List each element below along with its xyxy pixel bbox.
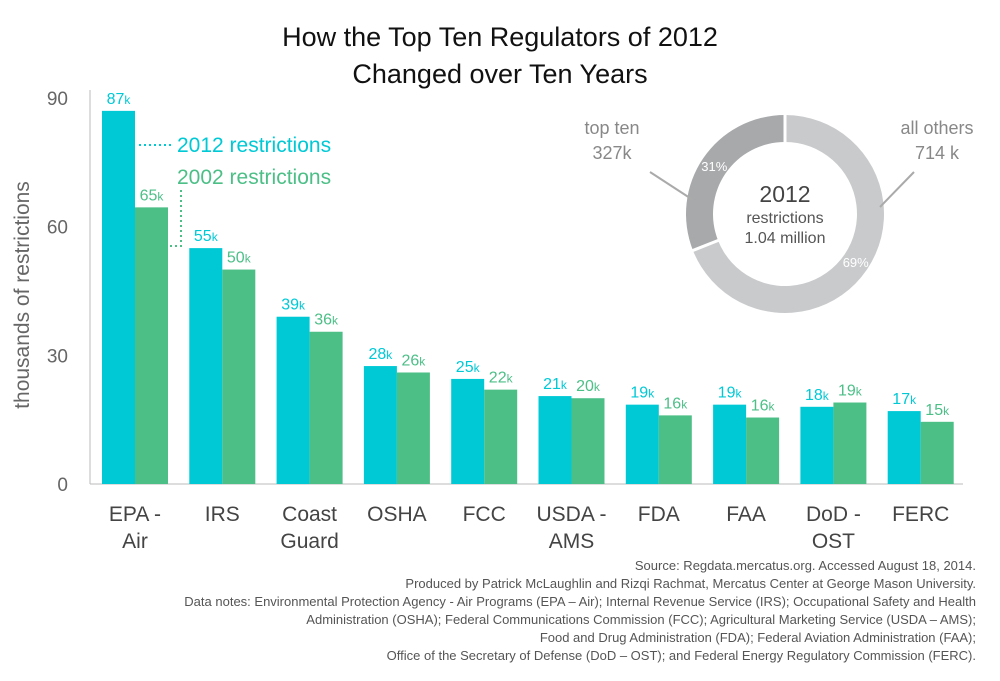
donut-value-top-ten: 327k <box>592 143 632 163</box>
data-label-2002: 20k <box>576 378 601 395</box>
legend-2012: 2012 restrictions <box>177 134 331 157</box>
bar-chart: 0 30 60 90 thousands of restrictions 87k 65k EP… <box>11 89 963 553</box>
bar-2012 <box>363 366 397 484</box>
bar-2012 <box>800 406 834 484</box>
category-label: OST <box>812 530 855 553</box>
y-tick-label: 0 <box>57 475 68 496</box>
bar-2012 <box>887 411 921 484</box>
bar-2002 <box>920 421 954 484</box>
data-label-2012: 17k <box>892 391 917 408</box>
data-label-2012: 55k <box>194 228 219 245</box>
bar-2012 <box>189 248 223 484</box>
bar-2012 <box>102 110 135 484</box>
legend-2002: 2002 restrictions <box>177 166 331 189</box>
data-label-2012: 19k <box>718 385 743 402</box>
data-label-2012: 28k <box>369 346 394 363</box>
data-notes-line1: Data notes: Environmental Protection Age… <box>184 594 976 609</box>
data-notes-line4: Office of the Secretary of Defense (DoD … <box>386 648 976 663</box>
bar-2002 <box>309 331 343 484</box>
y-axis-label: thousands of restrictions <box>11 181 34 409</box>
data-notes-line3: Food and Drug Administration (FDA); Fede… <box>539 630 976 645</box>
y-tick-label: 90 <box>47 89 68 110</box>
data-label-2002: 16k <box>751 398 776 415</box>
donut-center-title: 2012 <box>759 181 810 207</box>
data-label-2002: 19k <box>838 383 863 400</box>
category-label: OSHA <box>367 503 427 526</box>
data-label-2012: 18k <box>805 387 830 404</box>
y-tick-label: 60 <box>47 218 68 239</box>
bar-2002 <box>571 398 605 484</box>
data-label-2002: 16k <box>663 395 688 412</box>
legend: 2012 restrictions 2002 restrictions <box>139 134 331 247</box>
category-label: FDA <box>638 503 680 526</box>
category-label: AMS <box>549 530 595 553</box>
donut-center-line2: 1.04 million <box>745 230 826 247</box>
category-label: FAA <box>726 503 766 526</box>
donut-label-top-ten: top ten <box>584 118 639 138</box>
chart-title-line1: How the Top Ten Regulators of 2012 <box>282 22 718 52</box>
bar-2012 <box>538 396 572 484</box>
data-label-2002: 50k <box>227 250 252 267</box>
bar-2012 <box>276 316 310 484</box>
category-label: USDA - <box>536 503 606 526</box>
bar-2012 <box>625 404 659 484</box>
data-label-2012: 87k <box>107 91 132 108</box>
produced-note: Produced by Patrick McLaughlin and Rizqi… <box>405 576 976 591</box>
data-label-2012: 21k <box>543 376 568 393</box>
donut-percent-all-others: 69% <box>843 255 869 270</box>
bar-2012 <box>713 404 747 484</box>
chart-title-line2: Changed over Ten Years <box>352 59 647 89</box>
bar-2012 <box>451 378 485 484</box>
data-label-2002: 15k <box>925 402 950 419</box>
category-label: EPA - <box>109 503 161 526</box>
donut-percent-top-ten: 31% <box>701 159 727 174</box>
data-label-2002: 26k <box>402 352 427 369</box>
source-note: Source: Regdata.mercatus.org. Accessed A… <box>634 558 976 573</box>
bar-2002 <box>484 389 518 484</box>
data-label-2012: 25k <box>456 359 481 376</box>
bar-2002 <box>135 207 168 484</box>
category-label: FCC <box>463 503 506 526</box>
footnotes: Source: Regdata.mercatus.org. Accessed A… <box>16 557 976 665</box>
bar-2002 <box>222 269 256 484</box>
data-label-2002: 22k <box>489 370 514 387</box>
data-label-2002: 36k <box>314 312 339 329</box>
donut-value-all-others: 714 k <box>915 143 960 163</box>
data-label-2012: 19k <box>630 385 655 402</box>
y-tick-label: 30 <box>47 346 68 367</box>
donut-slice-top-ten <box>686 115 785 251</box>
legend-connector-2002 <box>168 190 182 247</box>
category-label: Air <box>122 530 148 553</box>
bar-2002 <box>396 372 430 484</box>
data-label-2012: 39k <box>281 297 306 314</box>
donut-chart: 31% 69% 2012 restrictions 1.04 million top te… <box>584 114 974 314</box>
bar-2002 <box>658 415 692 484</box>
bar-2002 <box>833 402 867 484</box>
category-label: DoD - <box>806 503 861 526</box>
category-label: IRS <box>205 503 240 526</box>
data-label-2002: 65k <box>140 187 165 204</box>
donut-center-line1: restrictions <box>746 210 823 227</box>
bar-2002 <box>746 417 780 484</box>
donut-separator <box>691 238 720 253</box>
data-notes-line2: Administration (OSHA); Federal Communica… <box>306 612 976 627</box>
donut-leader-top-ten <box>649 171 694 201</box>
category-label: Guard <box>280 530 338 553</box>
category-label: Coast <box>282 503 337 526</box>
donut-leader-all-others <box>879 171 915 208</box>
donut-label-all-others: all others <box>900 118 973 138</box>
category-label: FERC <box>892 503 949 526</box>
